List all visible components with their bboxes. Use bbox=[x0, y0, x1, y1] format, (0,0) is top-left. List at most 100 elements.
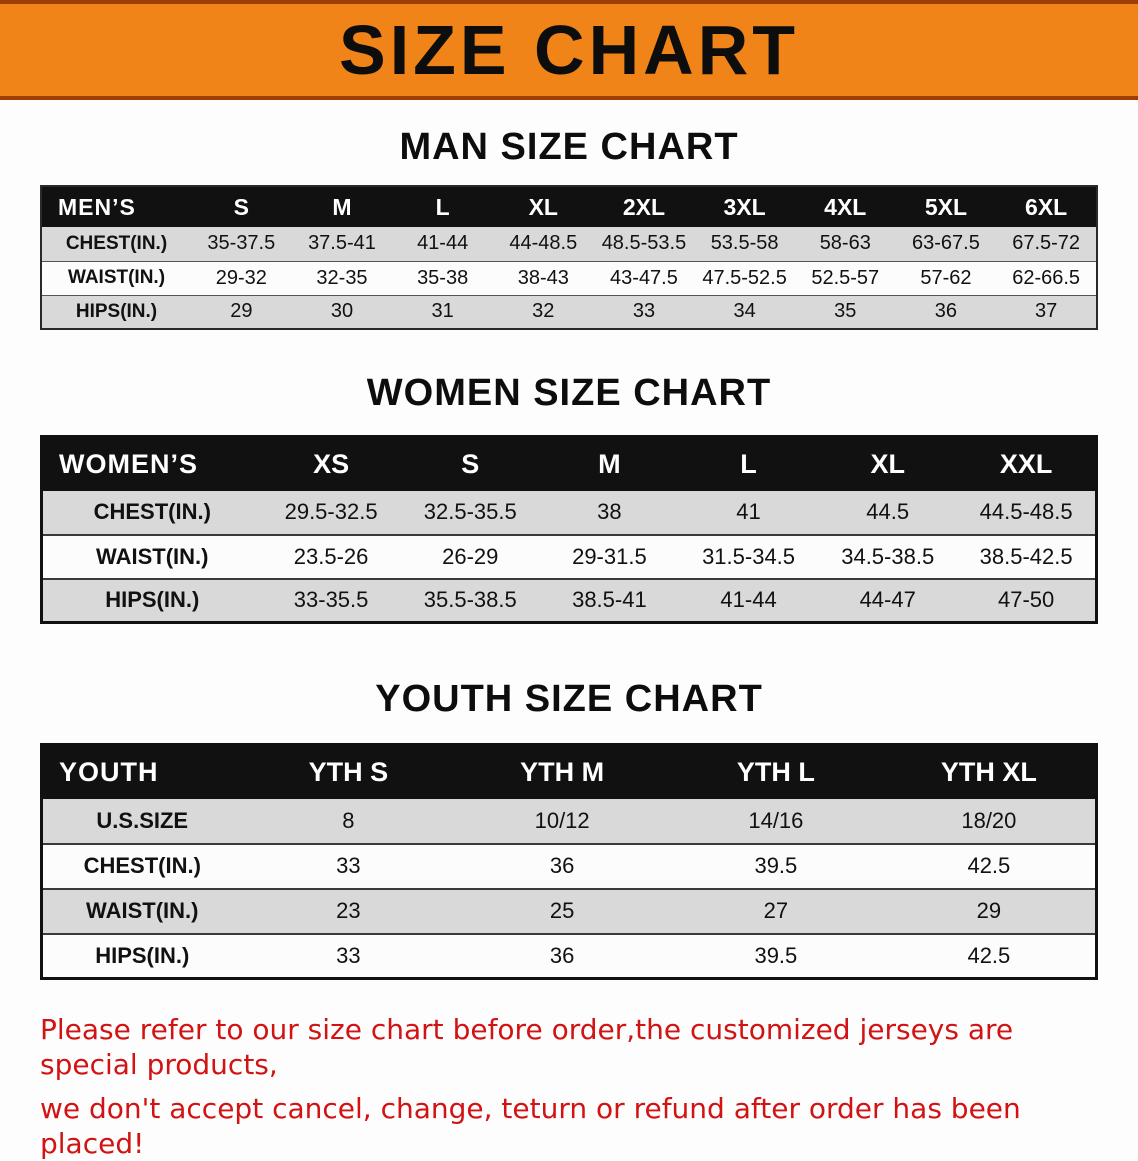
size-column-header: S bbox=[233, 193, 249, 220]
size-value-cell: 36 bbox=[549, 942, 575, 968]
table-row: HIPS(IN.) 33 36 39.5 42.5 bbox=[41, 933, 1097, 979]
size-value-cell: 23.5-26 bbox=[293, 543, 369, 569]
size-value-cell: 38 bbox=[597, 499, 622, 524]
women-section-heading: WOMEN SIZE CHART bbox=[366, 372, 772, 414]
size-column-header: S bbox=[461, 448, 480, 479]
size-value-cell: 33 bbox=[336, 942, 361, 968]
size-value-cell: 52.5-57 bbox=[811, 266, 880, 289]
size-column-header: XXL bbox=[999, 448, 1053, 479]
size-value-cell: 38-43 bbox=[517, 266, 569, 289]
men-size-section: MAN SIZE CHART MEN’S S M L XL 2XL 3XL 4XL 5XL 6XL… bbox=[0, 126, 1138, 330]
size-value-cell: 41-44 bbox=[417, 232, 469, 255]
disclaimer-line-1: Please refer to our size chart before or… bbox=[40, 1013, 1014, 1081]
size-value-cell: 62-66.5 bbox=[1012, 266, 1081, 289]
row-label: HIPS(IN.) bbox=[95, 942, 190, 968]
table-row: CHEST(IN.) 35-37.5 37.5-41 41-44 44-48.5 48.5… bbox=[41, 227, 1097, 261]
size-value-cell: 36 bbox=[934, 300, 958, 323]
table-row: CHEST(IN.) 33 36 39.5 42.5 bbox=[41, 843, 1097, 889]
size-value-cell: 35-37.5 bbox=[207, 232, 276, 255]
size-value-cell: 38.5-41 bbox=[572, 587, 647, 613]
size-column-header: 4XL bbox=[824, 193, 867, 220]
size-value-cell: 36 bbox=[549, 853, 575, 878]
row-label: CHEST(IN.) bbox=[83, 853, 201, 878]
table-header-row: MEN’S S M L XL 2XL 3XL 4XL 5XL 6XL bbox=[41, 186, 1097, 227]
size-value-cell: 32.5-35.5 bbox=[423, 499, 517, 524]
youth-size-table: YOUTH YTH S YTH M YTH L YTH XL U.S.SIZE 8 10/12… bbox=[40, 743, 1098, 980]
page-title: SIZE CHART bbox=[339, 11, 799, 89]
size-value-cell: 30 bbox=[330, 300, 354, 323]
size-value-cell: 14/16 bbox=[748, 807, 804, 833]
size-column-header: XL bbox=[870, 448, 905, 479]
size-value-cell: 29.5-32.5 bbox=[284, 499, 378, 524]
size-column-header: YTH XL bbox=[940, 756, 1037, 787]
size-value-cell: 29-31.5 bbox=[572, 543, 647, 569]
size-value-cell: 10/12 bbox=[534, 807, 590, 833]
size-value-cell: 37 bbox=[1035, 300, 1058, 323]
size-value-cell: 53.5-58 bbox=[710, 232, 779, 255]
table-corner-label: MEN’S bbox=[58, 193, 136, 220]
size-value-cell: 18/20 bbox=[961, 807, 1017, 833]
size-column-header: YTH M bbox=[520, 756, 605, 787]
table-row: CHEST(IN.) 29.5-32.5 32.5-35.5 38 41 44.5 44.5… bbox=[41, 490, 1097, 535]
men-size-table: MEN’S S M L XL 2XL 3XL 4XL 5XL 6XL CHEST(IN.) 35-37… bbox=[40, 185, 1098, 330]
size-value-cell: 27 bbox=[763, 898, 789, 923]
table-row: HIPS(IN.) 33-35.5 35.5-38.5 38.5-41 41-44 44-… bbox=[41, 578, 1097, 623]
size-value-cell: 63-67.5 bbox=[912, 232, 980, 255]
size-value-cell: 44-47 bbox=[859, 587, 916, 613]
women-size-section: WOMEN SIZE CHART WOMEN’S XS S M L XL XXL CHEST(… bbox=[0, 372, 1138, 624]
size-value-cell: 26-29 bbox=[442, 543, 499, 569]
size-value-cell: 34.5-38.5 bbox=[841, 543, 935, 569]
row-label: CHEST(IN.) bbox=[93, 499, 211, 524]
size-value-cell: 29-32 bbox=[215, 266, 267, 289]
size-column-header: YTH S bbox=[308, 756, 389, 787]
disclaimer: Please refer to our size chart before or… bbox=[40, 1012, 1118, 1161]
size-column-header: 5XL bbox=[924, 193, 968, 220]
size-value-cell: 33 bbox=[336, 853, 361, 878]
size-value-cell: 8 bbox=[342, 807, 355, 833]
size-column-header: L bbox=[740, 448, 757, 479]
row-label: U.S.SIZE bbox=[96, 807, 189, 833]
women-size-table: WOMEN’S XS S M L XL XXL CHEST(IN.) 29.5-32.5 32.5… bbox=[40, 435, 1098, 624]
table-row: HIPS(IN.) 29 30 31 32 33 34 35 36 37 bbox=[41, 295, 1097, 329]
size-value-cell: 35.5-38.5 bbox=[423, 587, 517, 613]
table-corner-label: YOUTH bbox=[59, 756, 159, 787]
banner: SIZE CHART bbox=[0, 0, 1138, 100]
size-value-cell: 41-44 bbox=[720, 587, 777, 613]
size-value-cell: 47.5-52.5 bbox=[702, 266, 787, 289]
size-value-cell: 44.5-48.5 bbox=[979, 499, 1073, 524]
size-value-cell: 57-62 bbox=[920, 266, 972, 289]
row-label: WAIST(IN.) bbox=[96, 543, 209, 569]
size-value-cell: 37.5-41 bbox=[308, 232, 376, 255]
row-label: WAIST(IN.) bbox=[86, 898, 199, 923]
table-row: WAIST(IN.) 23 25 27 29 bbox=[41, 888, 1097, 934]
size-value-cell: 35-38 bbox=[417, 266, 469, 289]
size-value-cell: 44-48.5 bbox=[509, 232, 578, 255]
size-column-header: 6XL bbox=[1025, 193, 1068, 220]
size-value-cell: 39.5 bbox=[754, 853, 798, 878]
table-corner-label: WOMEN’S bbox=[59, 448, 198, 479]
size-value-cell: 29 bbox=[230, 300, 253, 323]
size-value-cell: 35 bbox=[834, 300, 857, 323]
size-value-cell: 41 bbox=[736, 499, 761, 524]
size-value-cell: 31.5-34.5 bbox=[702, 543, 796, 569]
size-column-header: XS bbox=[313, 448, 350, 479]
row-label: WAIST(IN.) bbox=[67, 267, 166, 288]
size-value-cell: 38.5-42.5 bbox=[979, 543, 1073, 569]
size-value-cell: 44.5 bbox=[866, 499, 910, 524]
table-header-row: YOUTH YTH S YTH M YTH L YTH XL bbox=[41, 744, 1097, 799]
size-column-header: L bbox=[435, 193, 450, 220]
size-value-cell: 39.5 bbox=[754, 942, 798, 968]
table-row: WAIST(IN.) 29-32 32-35 35-38 38-43 43-47.5 47.… bbox=[41, 261, 1097, 295]
size-value-cell: 32-35 bbox=[316, 266, 368, 289]
size-value-cell: 48.5-53.5 bbox=[601, 232, 687, 255]
table-row: WAIST(IN.) 23.5-26 26-29 29-31.5 31.5-34.5 34… bbox=[41, 534, 1097, 579]
size-value-cell: 32 bbox=[532, 300, 555, 323]
size-column-header: XL bbox=[528, 193, 558, 220]
size-column-header: 3XL bbox=[723, 193, 766, 220]
size-value-cell: 33-35.5 bbox=[293, 587, 369, 613]
size-value-cell: 43-47.5 bbox=[610, 266, 678, 289]
size-column-header: YTH L bbox=[736, 756, 815, 787]
table-row: U.S.SIZE 8 10/12 14/16 18/20 bbox=[41, 798, 1097, 844]
size-value-cell: 25 bbox=[549, 898, 575, 923]
